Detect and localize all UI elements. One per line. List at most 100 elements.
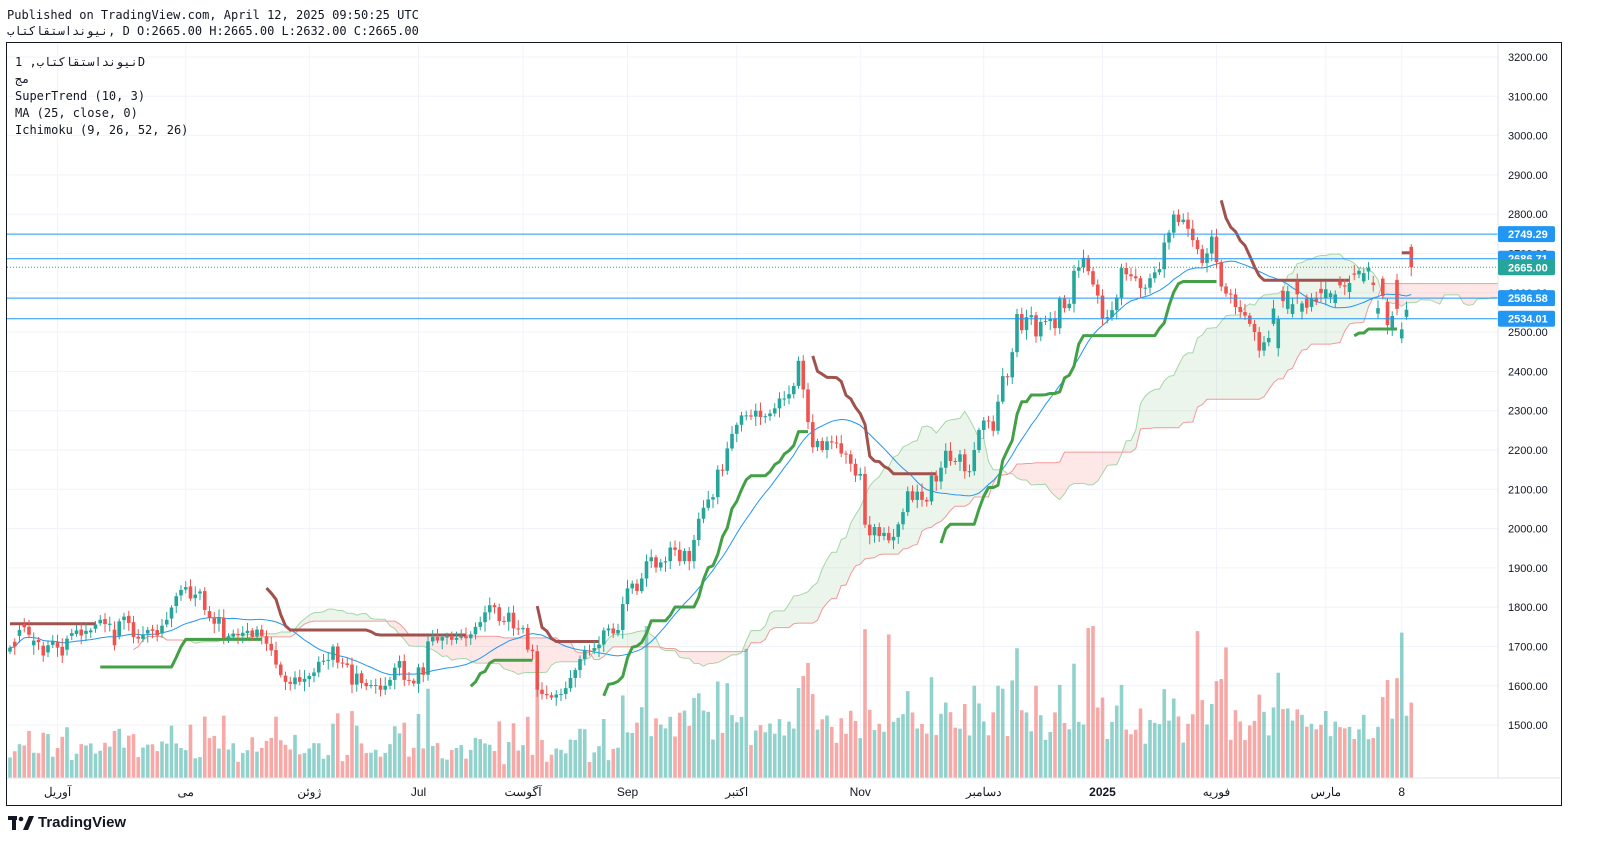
volume-bar [1010,680,1015,778]
volume-bar [1262,711,1266,778]
candle-body [1019,314,1024,331]
candle-body [958,454,962,462]
cloud-segment [1078,452,1084,484]
time-tick-label: می [178,785,194,799]
candle-body [606,628,611,631]
candle-body [677,549,682,562]
volume-bar [307,748,312,778]
volume-bar [753,730,758,778]
candle-body [1162,242,1167,270]
cloud-segment [698,651,704,667]
cloud-segment [922,426,927,532]
volume-bar [820,719,825,778]
volume-bar [815,729,820,778]
cloud-segment [546,637,552,673]
volume-bar [1038,715,1043,778]
volume-bar [259,747,264,778]
volume-bar [1399,632,1404,778]
chart-frame[interactable] [6,42,1562,806]
volume-bar [787,721,791,778]
cloud-segment [390,621,395,629]
candle-body [50,641,55,645]
candle-body [297,677,302,682]
volume-bar [316,743,321,778]
cloud-segment [1164,376,1169,428]
cloud-segment [1031,462,1036,485]
volume-bars [8,626,1414,778]
legend-supertrend[interactable]: SuperTrend (10, 3) [15,89,146,103]
candle-body [1209,236,1214,254]
volume-bar [1005,735,1010,778]
tradingview-logo[interactable]: TradingView [8,814,126,831]
price-tick-label: 1500.00 [1508,720,1548,732]
volume-bar [692,697,696,778]
volume-bar [939,713,943,778]
cloud-segment [394,621,400,635]
candle-body [791,385,796,395]
plot-area [8,199,1498,778]
time-axis: آوریل می ژوئن Jul آگوست Sep اکتبر Nov دسامبر 2025… [7,777,1560,799]
candle-body [340,662,345,664]
volume-bar [103,742,107,778]
volume-bar [22,745,27,778]
candle-body [307,675,312,680]
candle-body [41,645,46,656]
volume-bar [122,747,126,778]
volume-bar [1100,697,1105,778]
volume-bar [440,758,445,778]
volume-bar [1390,718,1395,778]
cloud-segment [276,631,281,637]
legend-ichimoku[interactable]: Ichimoku (9, 26, 52, 26) [15,123,189,137]
candle-body [981,420,986,430]
cloud-segment [1406,283,1412,303]
candle-body [692,539,696,562]
candle-body [820,440,825,450]
volume-bar [88,743,93,778]
legend-symbol[interactable]: نیونداستقاکتاب, 1D [15,55,146,69]
candle-body [587,650,592,652]
candle-body [787,394,791,399]
candle-body [1328,293,1333,298]
cloud-segment [708,651,713,664]
price-level-badge: 2534.01 [1498,310,1555,327]
candle-body [806,389,810,423]
candle-body [1152,272,1157,279]
cloud-segment [1183,352,1188,423]
volume-bar [1338,727,1342,778]
volume-bar [1385,680,1390,778]
candle-body [544,694,549,696]
candle-body [943,450,948,468]
volume-bar [55,748,60,778]
volume-bar [1214,681,1219,778]
candle-body [217,617,221,624]
cloud-segment [1192,337,1198,423]
cloud-segment [518,637,523,675]
cloud-segment [1316,255,1321,345]
candle-body [1091,271,1095,285]
candle-body [392,667,397,680]
candle-body [12,641,17,647]
volume-bar [202,716,207,778]
cloud-segment [542,637,547,673]
candle-body [283,675,288,682]
volume-bar [1015,648,1019,778]
candle-body [1000,376,1005,402]
candle-body [193,594,198,599]
legend-ma[interactable]: MA (25, close, 0) [15,106,138,120]
senkou-span-b [133,283,1498,661]
cloud-segment [1454,283,1459,295]
cloud-segment [827,552,832,604]
volume-bar [255,751,259,778]
volume-bar [65,727,69,778]
volume-bar [597,746,601,778]
tradingview-logo-icon [8,815,34,830]
candle-body [682,551,687,562]
candle-body [1243,312,1247,316]
volume-bar [331,723,335,778]
candle-body [1366,267,1371,272]
candle-body [473,626,478,635]
volume-bar [511,723,516,778]
candle-body [440,637,445,641]
volume-bar [863,629,867,778]
